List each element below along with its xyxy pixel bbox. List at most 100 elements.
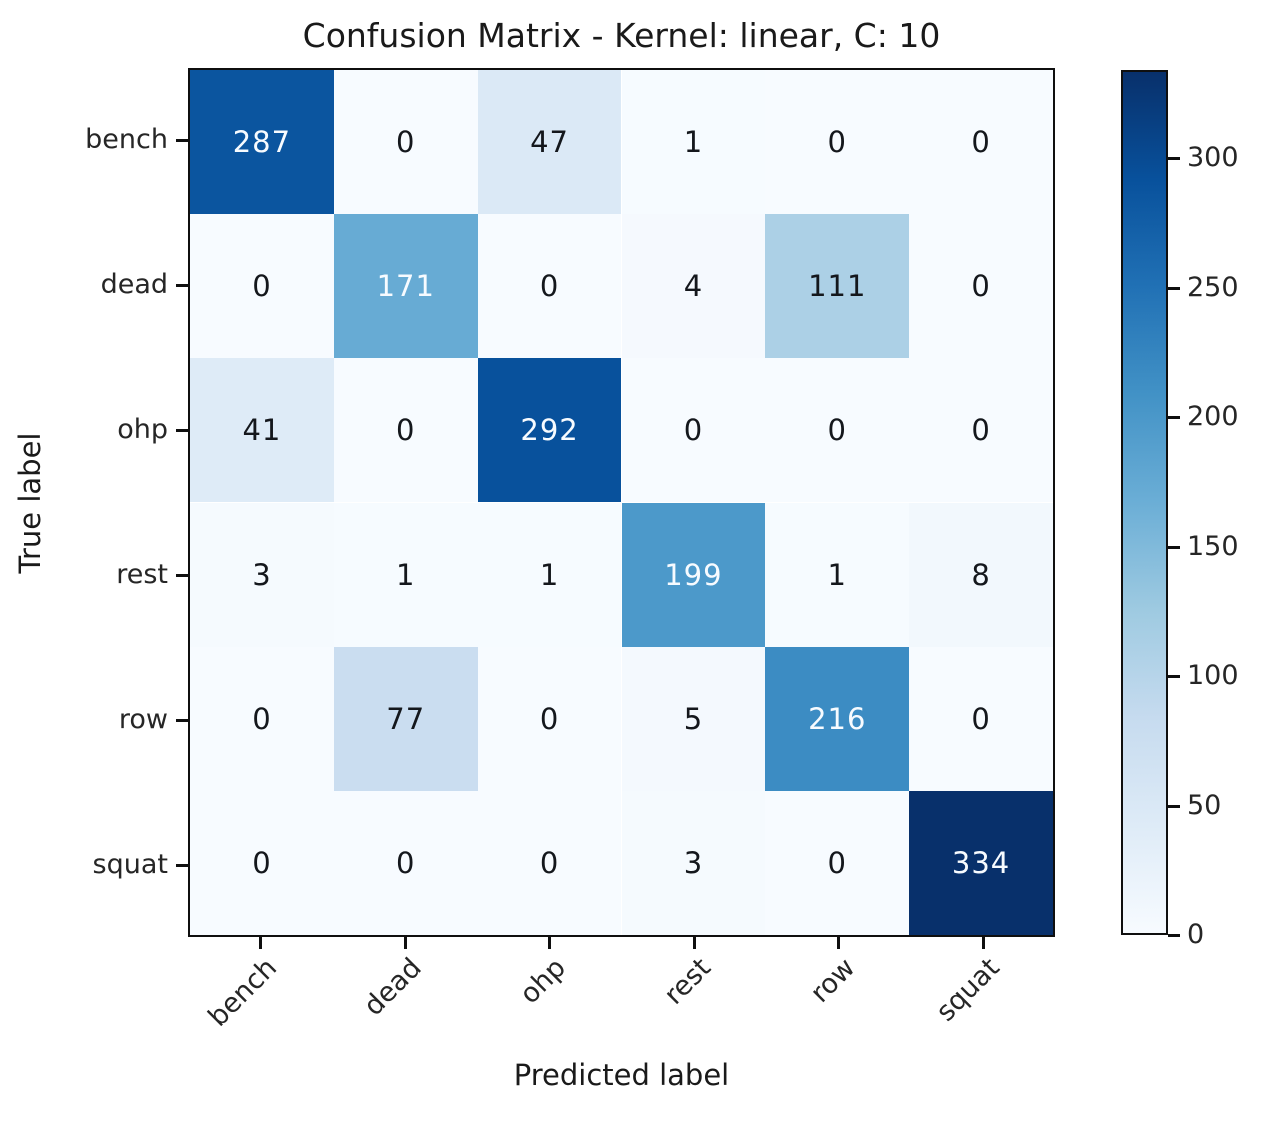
- cell-value: 47: [530, 125, 570, 160]
- matrix-cell-squat-ohp: 0: [477, 790, 622, 935]
- y-tick: [176, 718, 188, 722]
- y-tick-label-ohp: ohp: [117, 414, 168, 446]
- y-tick: [176, 863, 188, 867]
- matrix-cell-squat-dead: 0: [333, 790, 478, 935]
- cell-value: 292: [520, 413, 579, 448]
- colorbar-tick: [1168, 934, 1180, 937]
- y-tick: [176, 429, 188, 433]
- y-tick-label-squat: squat: [92, 848, 168, 880]
- x-tick: [981, 937, 985, 949]
- matrix-cell-ohp-rest: 0: [621, 358, 766, 503]
- colorbar-tick: [1168, 416, 1180, 420]
- cell-value: 0: [252, 269, 272, 304]
- x-tick-label-ohp: ohp: [514, 952, 573, 1011]
- matrix-cell-bench-row: 0: [765, 70, 910, 215]
- matrix-cell-bench-rest: 1: [621, 70, 766, 215]
- colorbar-tick: [1168, 157, 1180, 161]
- x-tick: [837, 937, 841, 949]
- cell-value: 0: [827, 845, 847, 880]
- matrix-cell-bench-squat: 0: [909, 70, 1053, 215]
- matrix-cell-dead-row: 111: [765, 214, 910, 359]
- y-tick: [176, 139, 188, 143]
- cell-value: 199: [664, 557, 723, 592]
- cell-value: 111: [808, 269, 867, 304]
- cell-value: 1: [396, 557, 416, 592]
- colorbar-tick-label-250: 250: [1187, 271, 1239, 303]
- cell-value: 5: [683, 701, 704, 736]
- cell-value: 216: [808, 701, 867, 736]
- y-tick-label-dead: dead: [100, 269, 168, 301]
- matrix-cell-rest-rest: 199: [621, 502, 766, 647]
- matrix-cell-rest-ohp: 1: [477, 502, 622, 647]
- matrix-cell-row-ohp: 0: [477, 646, 622, 791]
- matrix-cell-dead-bench: 0: [190, 214, 334, 359]
- y-tick-label-row: row: [118, 703, 168, 735]
- colorbar-tick-label-200: 200: [1187, 401, 1239, 433]
- colorbar-tick: [1168, 804, 1180, 808]
- matrix-cell-ohp-bench: 41: [190, 358, 334, 503]
- matrix-cell-bench-dead: 0: [333, 70, 478, 215]
- cell-value: 8: [971, 557, 991, 592]
- x-tick-label-dead: dead: [358, 952, 428, 1022]
- cell-value: 0: [971, 701, 991, 736]
- matrix-cell-dead-dead: 171: [333, 214, 478, 359]
- cell-value: 0: [971, 125, 991, 160]
- matrix-cell-squat-rest: 3: [621, 790, 766, 935]
- matrix-cell-row-squat: 0: [909, 646, 1053, 791]
- x-tick: [403, 937, 407, 949]
- colorbar-tick-label-300: 300: [1187, 142, 1239, 174]
- cell-value: 171: [376, 269, 435, 304]
- x-tick: [548, 937, 552, 949]
- cell-value: 3: [252, 557, 272, 592]
- heatmap-axes: 287 0 47 1 0 0 0 171 0 4 111 0 41 0 292 0 0 0 3 1 1 199 1 8 0 77 0…: [188, 68, 1055, 937]
- y-tick: [176, 284, 188, 288]
- cell-value: 0: [396, 125, 416, 160]
- cell-value: 0: [827, 413, 847, 448]
- x-tick-label-row: row: [804, 952, 862, 1009]
- cell-value: 1: [539, 557, 560, 592]
- matrix-cell-dead-squat: 0: [909, 214, 1053, 359]
- cell-value: 3: [683, 845, 704, 880]
- cell-value: 0: [252, 701, 272, 736]
- x-axis-label: Predicted label: [513, 1058, 730, 1092]
- cell-value: 0: [539, 845, 560, 880]
- cell-value: 0: [827, 125, 847, 160]
- matrix-cell-squat-row: 0: [765, 790, 910, 935]
- matrix-cell-ohp-dead: 0: [333, 358, 478, 503]
- colorbar-tick: [1168, 286, 1180, 290]
- matrix-cell-row-row: 216: [765, 646, 910, 791]
- x-tick-label-squat: squat: [930, 952, 1006, 1028]
- cell-value: 41: [242, 413, 282, 448]
- colorbar-tick: [1168, 675, 1180, 679]
- cell-value: 0: [252, 845, 272, 880]
- cell-value: 287: [232, 125, 292, 160]
- matrix-cell-dead-ohp: 0: [477, 214, 622, 359]
- matrix-cell-ohp-squat: 0: [909, 358, 1053, 503]
- cell-value: 4: [683, 269, 704, 304]
- matrix-cell-ohp-row: 0: [765, 358, 910, 503]
- y-axis-label: True label: [13, 432, 47, 574]
- colorbar-tick-label-0: 0: [1187, 919, 1205, 950]
- cell-value: 0: [396, 413, 416, 448]
- cell-value: 334: [951, 845, 1011, 880]
- matrix-cell-squat-squat: 334: [909, 790, 1053, 935]
- y-tick-label-rest: rest: [116, 558, 168, 590]
- matrix-cell-row-dead: 77: [333, 646, 478, 791]
- cell-value: 0: [683, 413, 704, 448]
- matrix-cell-squat-bench: 0: [190, 790, 334, 935]
- colorbar-tick-label-150: 150: [1187, 530, 1239, 562]
- cell-value: 0: [396, 845, 416, 880]
- matrix-cell-dead-rest: 4: [621, 214, 766, 359]
- x-tick: [259, 937, 263, 949]
- cell-value: 1: [827, 557, 847, 592]
- matrix-cell-row-rest: 5: [621, 646, 766, 791]
- matrix-cell-ohp-ohp: 292: [477, 358, 622, 503]
- cell-value: 0: [971, 269, 991, 304]
- cell-value: 77: [386, 701, 426, 736]
- y-tick: [176, 573, 188, 577]
- cell-value: 0: [539, 701, 560, 736]
- x-tick-label-rest: rest: [658, 952, 717, 1011]
- x-tick: [692, 937, 696, 949]
- matrix-cell-row-bench: 0: [190, 646, 334, 791]
- cell-value: 0: [971, 413, 991, 448]
